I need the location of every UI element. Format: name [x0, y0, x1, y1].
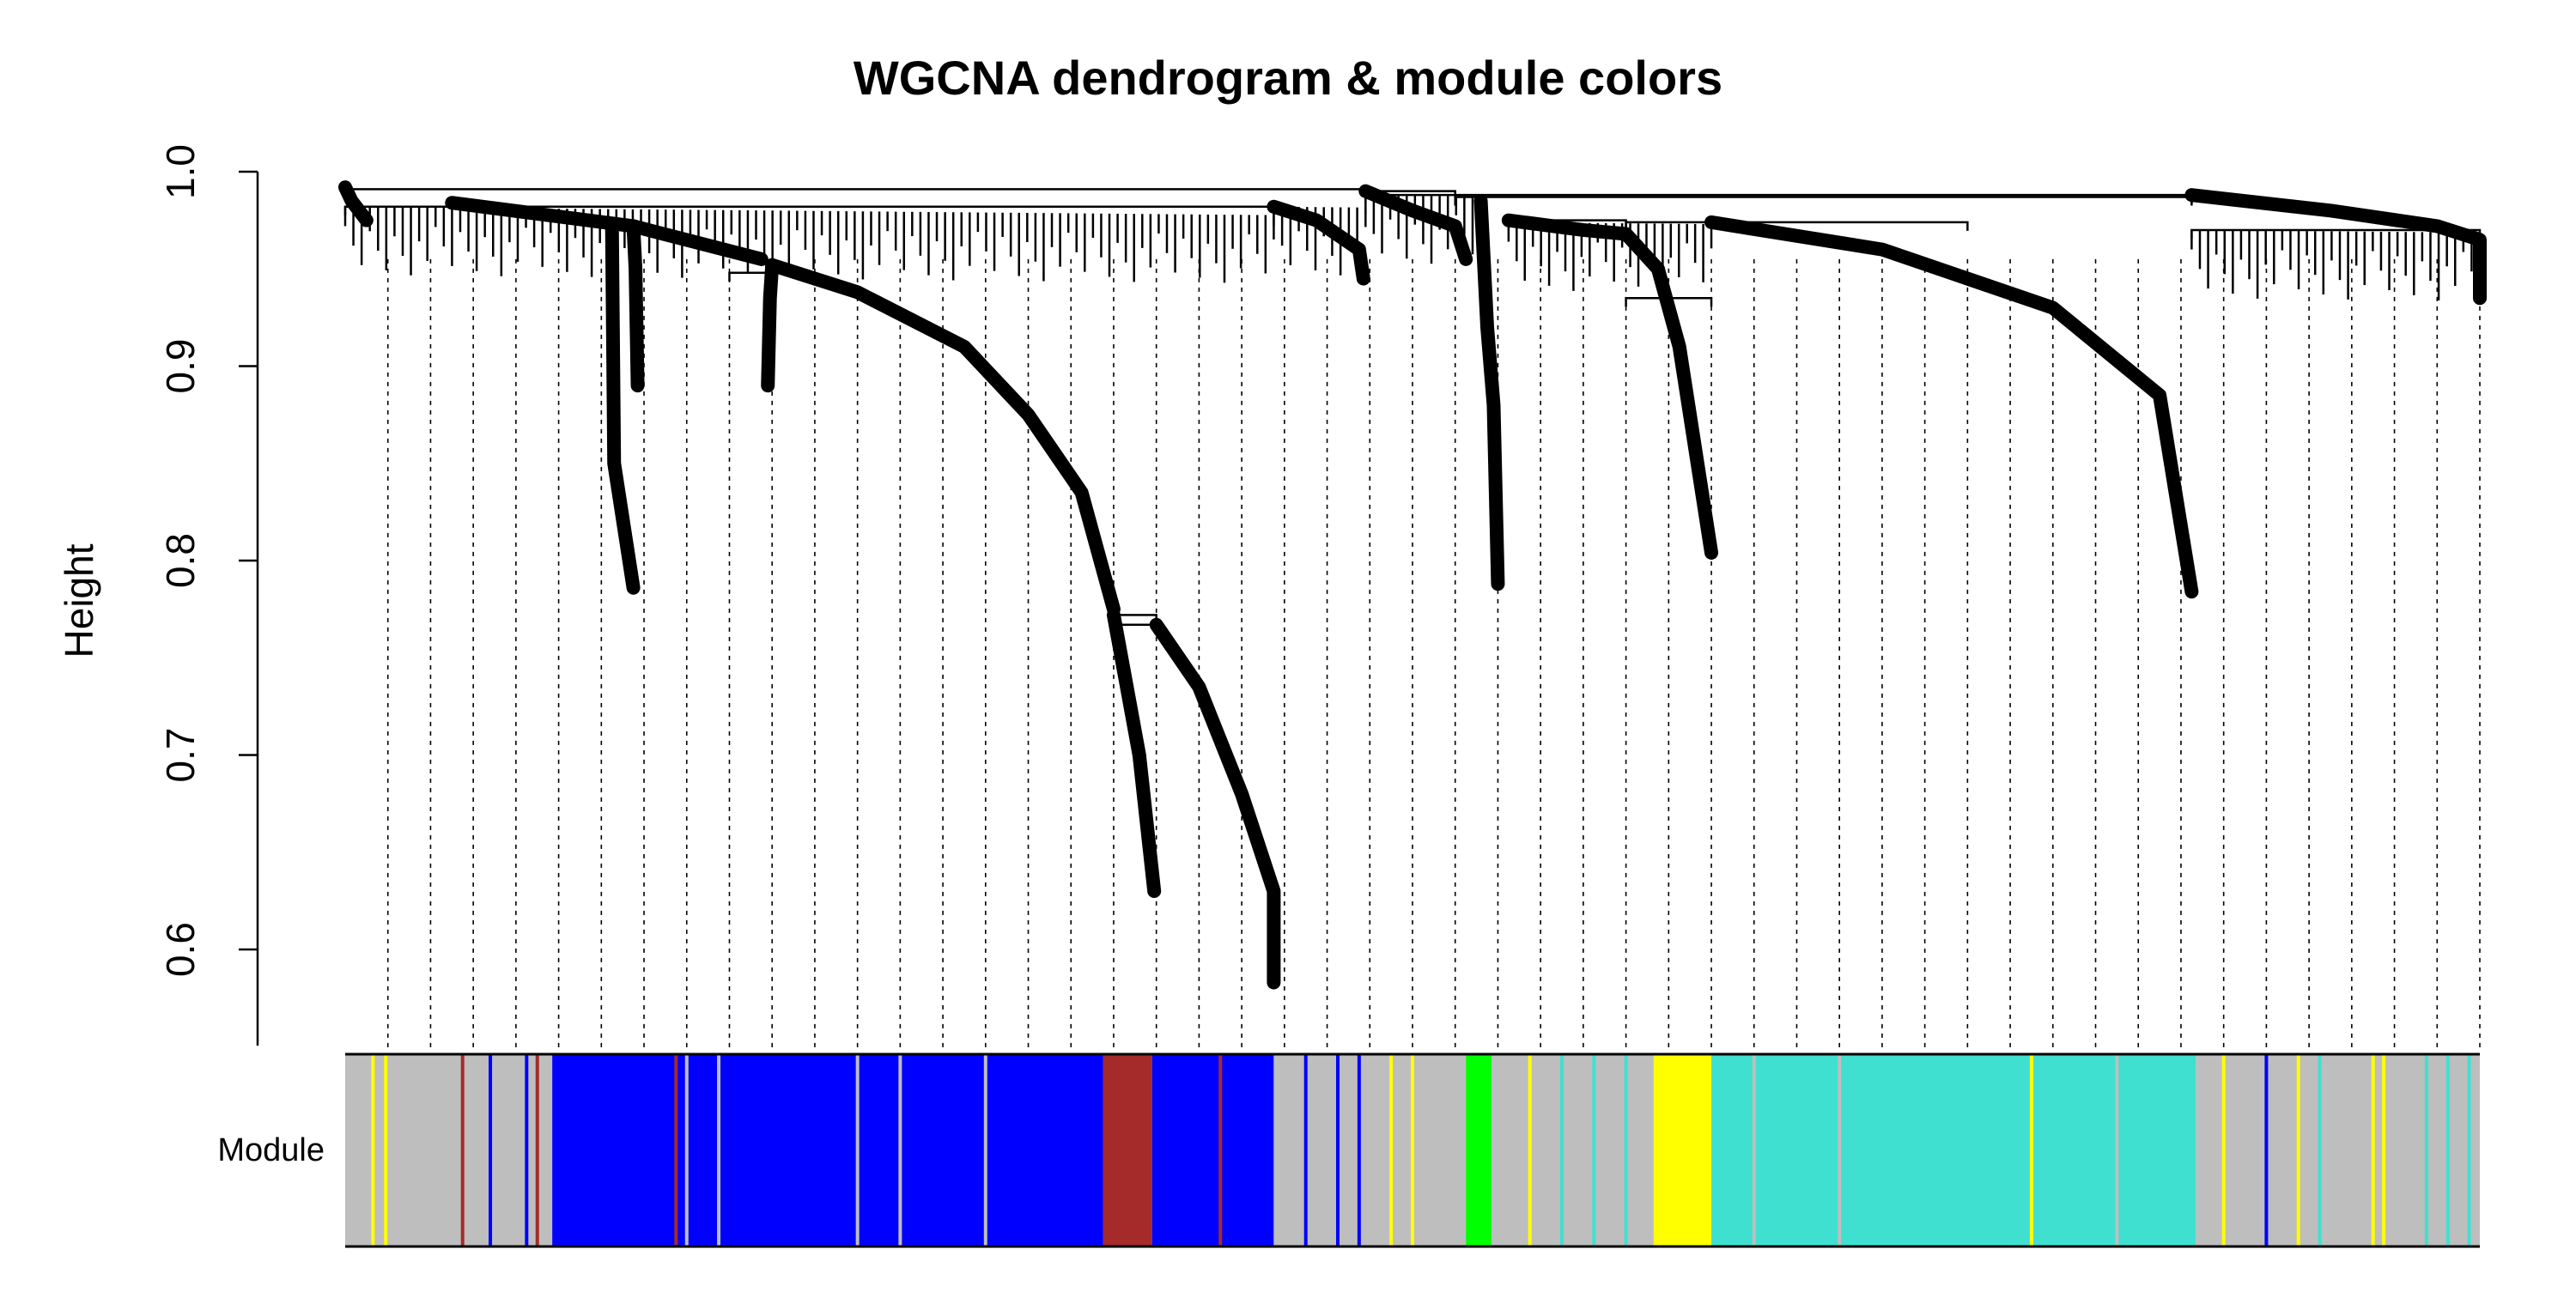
dotted-guides [386, 258, 2481, 1051]
module-stripe [898, 1054, 902, 1247]
y-tick-label: 0.7 [158, 728, 203, 783]
y-tick-label: 1.0 [158, 144, 203, 199]
module-stripe [535, 1054, 539, 1247]
module-stripe [674, 1054, 678, 1247]
module-stripe [1560, 1054, 1564, 1247]
module-stripe [1752, 1054, 1756, 1247]
module-stripe [2221, 1054, 2226, 1247]
module-segment [552, 1054, 1103, 1247]
module-stripe [2029, 1054, 2033, 1247]
dendrogram-merge [343, 188, 1367, 198]
module-stripe [684, 1054, 689, 1247]
module-segment [1491, 1054, 1654, 1247]
dendrogram-branch [626, 219, 645, 393]
dendrogram-branch [1267, 199, 1370, 286]
module-stripe [1389, 1054, 1394, 1247]
dendrogram-branch [605, 222, 641, 595]
chart-title: WGCNA dendrogram & module colors [854, 51, 1722, 105]
dendrogram-merge [1454, 196, 2193, 206]
module-stripe [384, 1054, 388, 1247]
module-stripe [489, 1054, 493, 1247]
module-segment [1653, 1054, 1712, 1247]
dendrogram-branch [761, 258, 780, 393]
module-segment [1103, 1054, 1152, 1247]
module-stripe [2424, 1054, 2428, 1247]
y-axis: 0.6 0.7 0.8 0.9 1.0 [158, 144, 259, 1046]
module-segment [1466, 1054, 1492, 1247]
module-stripe [2264, 1054, 2269, 1247]
module-stripe [983, 1054, 987, 1247]
dendrogram-branch [1149, 617, 1281, 990]
dendrogram-branch [1650, 262, 1719, 560]
module-stripe [2318, 1054, 2322, 1247]
module-stripe [1303, 1054, 1308, 1247]
y-tick-label: 0.8 [158, 533, 203, 588]
module-stripe [1592, 1054, 1596, 1247]
module-stripe [1528, 1054, 1532, 1247]
module-segment [1273, 1054, 1467, 1247]
module-stripe [371, 1054, 375, 1247]
module-stripe [1411, 1054, 1414, 1247]
module-stripe [1218, 1054, 1223, 1247]
dendrogram-merge [1625, 221, 1969, 231]
module-stripe [460, 1054, 465, 1247]
module-stripe [1624, 1054, 1628, 1247]
y-tick-label: 0.6 [158, 922, 203, 977]
module-stripe [855, 1054, 860, 1247]
module-stripe [525, 1054, 529, 1247]
module-stripe [2115, 1054, 2119, 1247]
y-axis-label: Height [57, 543, 101, 658]
module-stripe [2445, 1054, 2450, 1247]
module-segment [345, 1054, 553, 1247]
y-tick-label: 0.9 [158, 339, 203, 394]
module-stripe [1335, 1054, 1340, 1247]
module-segment [1711, 1054, 2196, 1247]
dendrogram-branch [2184, 188, 2487, 306]
module-stripe [2296, 1054, 2300, 1247]
module-stripe [2467, 1054, 2471, 1247]
module-stripe [2371, 1054, 2375, 1247]
module-stripe [1838, 1054, 1842, 1247]
module-segment [1151, 1054, 1274, 1247]
dendrogram-branch [1704, 215, 2199, 599]
dendrogram-branch [1358, 184, 1473, 266]
module-stripe [1357, 1054, 1361, 1247]
dendrogram-branch [1501, 213, 1665, 276]
module-stripe [2382, 1054, 2386, 1247]
module-color-bar [345, 1052, 2480, 1248]
module-stripe [717, 1054, 721, 1247]
dendrogram-branch [765, 258, 1121, 616]
module-segment [2196, 1054, 2480, 1247]
module-row-label: Module [217, 1132, 325, 1168]
dendrogram-tree [338, 180, 2487, 990]
dendrogram-branch [338, 180, 374, 227]
dendrogram-branch [1106, 608, 1162, 899]
dendrogram-branch [1473, 193, 1505, 591]
